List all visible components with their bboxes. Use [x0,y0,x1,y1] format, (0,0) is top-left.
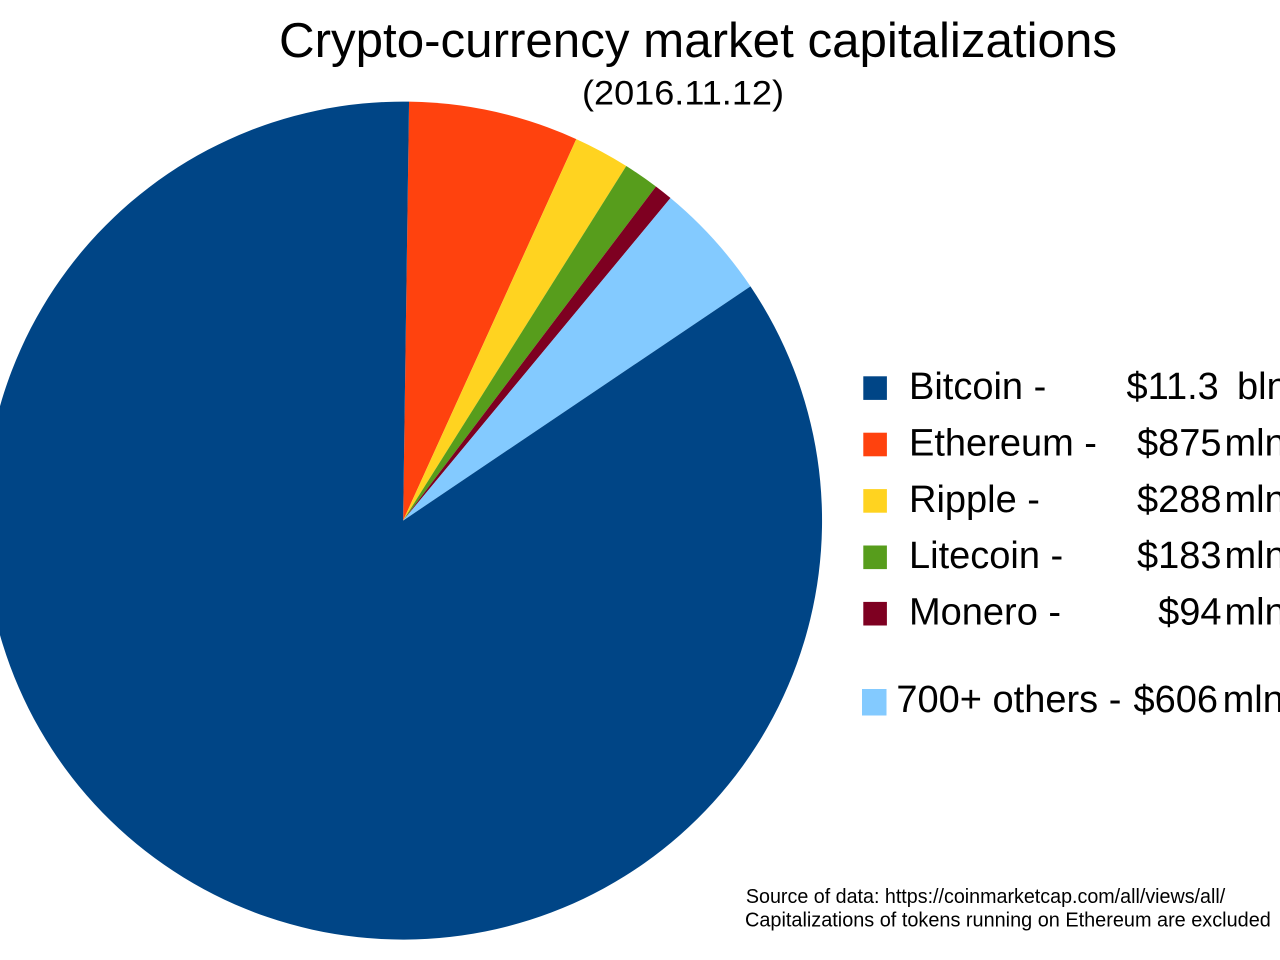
svg-text:Monero -: Monero - [909,592,1061,634]
svg-text:$11.3: $11.3 [1127,366,1219,408]
svg-text:$183: $183 [1137,535,1222,577]
svg-text:Crypto-currency market capital: Crypto-currency market capitalizations [279,14,1117,68]
svg-text:bln: bln [1237,366,1280,408]
svg-text:mln: mln [1225,422,1280,464]
svg-text:$288: $288 [1137,479,1222,521]
svg-text:Source of data: https://coinma: Source of data: https://coinmarketcap.co… [746,886,1226,908]
svg-text:Litecoin -: Litecoin - [909,535,1063,577]
svg-text:(2016.11.12): (2016.11.12) [582,75,784,113]
svg-text:Ripple -: Ripple - [909,479,1040,521]
svg-text:mln: mln [1223,679,1280,721]
svg-text:$875: $875 [1137,422,1222,464]
svg-text:700+ others -: 700+ others - [896,679,1121,721]
svg-text:$94: $94 [1158,592,1221,634]
svg-text:mln: mln [1225,535,1280,577]
svg-text:$606: $606 [1133,679,1218,721]
svg-text:mln: mln [1225,592,1280,634]
svg-text:mln: mln [1225,479,1280,521]
svg-text:Ethereum -: Ethereum - [909,422,1097,464]
svg-text:Bitcoin -: Bitcoin - [909,366,1046,408]
svg-text:Capitalizations of tokens runn: Capitalizations of tokens running on Eth… [745,909,1271,931]
